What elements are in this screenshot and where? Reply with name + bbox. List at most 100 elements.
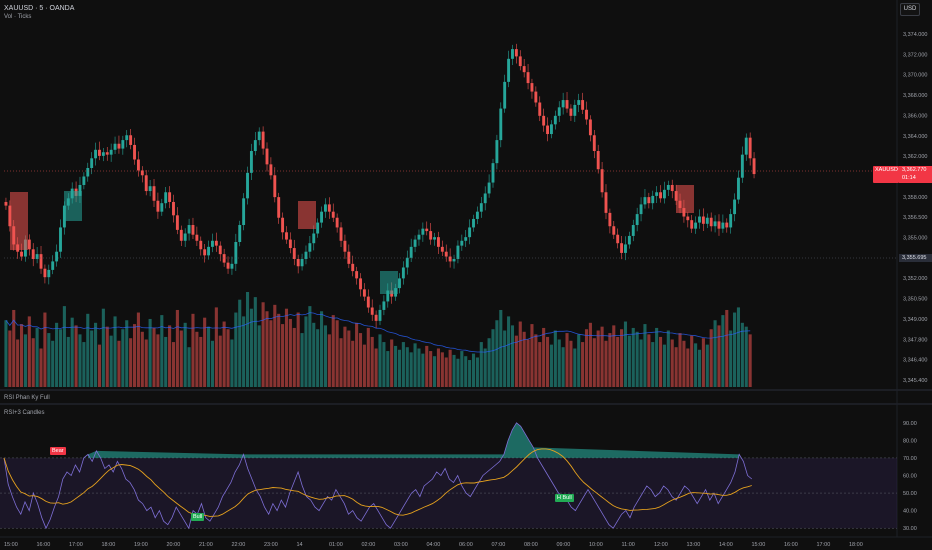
candle-body (569, 108, 573, 116)
candle-body (86, 168, 90, 177)
candle-body (698, 216, 701, 223)
volume-bar (635, 331, 639, 387)
volume-bar (238, 299, 242, 387)
volume-bar (230, 339, 234, 387)
rsi-tick-label: 60.00 (903, 474, 917, 480)
candle-body (561, 100, 565, 108)
time-tick-label: 21:00 (199, 542, 213, 548)
candle-body (35, 254, 39, 259)
rsi-tick-label: 70.00 (903, 456, 917, 462)
volume-bar (639, 339, 643, 387)
volume-bar (565, 333, 569, 387)
candle-body (238, 225, 242, 242)
volume-bar (581, 342, 585, 387)
volume-bar (483, 348, 487, 387)
candle-body (90, 158, 94, 168)
candle-body (518, 56, 522, 67)
volume-bar (191, 313, 195, 387)
volume-bar (507, 316, 511, 387)
volume-bar (573, 348, 577, 387)
volume-bar (16, 339, 20, 387)
candle-body (277, 197, 281, 218)
volume-bar (440, 352, 444, 387)
candle-body (643, 197, 647, 205)
candle-body (436, 237, 440, 247)
hidden-bull-tag: H Bull (555, 494, 574, 502)
volume-bar (647, 334, 651, 387)
candle-body (546, 125, 549, 135)
time-tick-label: 18:00 (849, 542, 863, 548)
candle-body (20, 251, 23, 257)
price-tick-label: 3,362.000 (903, 154, 927, 160)
volume-bar (121, 329, 125, 387)
volume-bar (281, 324, 285, 387)
candle-body (429, 231, 433, 240)
candle-body (246, 172, 249, 199)
candle-body (191, 225, 195, 235)
time-tick-label: 09:00 (557, 542, 571, 548)
candle-body (242, 198, 246, 226)
candle-body (659, 192, 662, 199)
volume-bar (66, 336, 70, 387)
time-tick-label: 20:00 (167, 542, 181, 548)
candle-body (156, 200, 160, 212)
candle-body (183, 233, 187, 241)
currency-button[interactable]: USD (900, 3, 920, 16)
volume-bar (510, 325, 515, 387)
volume-bar (433, 356, 437, 387)
candle-body (359, 278, 362, 290)
signal-box (298, 201, 316, 229)
volume-bar (487, 338, 491, 387)
volume-bar (456, 358, 460, 387)
rsi-line (3, 422, 753, 530)
candle-body (148, 186, 152, 192)
candle-body (98, 149, 101, 156)
volume-bar (561, 347, 565, 387)
volume-legend[interactable]: Vol · Ticks (4, 14, 32, 20)
volume-bar (109, 335, 113, 387)
price-tick-label: 3,356.500 (903, 215, 927, 221)
rsi-indicator-label[interactable]: RSI Phan Ky Full (4, 395, 50, 401)
volume-bar (129, 338, 133, 387)
time-tick-label: 14 (297, 542, 303, 548)
candle-body (265, 148, 269, 165)
volume-bar (187, 347, 191, 387)
volume-bar (596, 330, 600, 387)
candle-body (55, 251, 59, 262)
candle-body (152, 186, 156, 201)
candle-body (203, 249, 207, 256)
candle-body (94, 149, 98, 159)
time-tick-label: 16:00 (784, 542, 798, 548)
candle-body (616, 234, 620, 244)
time-tick-label: 06:00 (459, 542, 473, 548)
candle-body (511, 49, 514, 59)
volume-bar (343, 326, 347, 387)
volume-bar (655, 327, 659, 387)
volume-bar (316, 329, 320, 387)
candle-body (378, 309, 382, 321)
candle-body (8, 205, 12, 227)
symbol-legend[interactable]: XAUUSD · 5 · OANDA (4, 5, 75, 12)
candle-body (713, 221, 717, 227)
candle-body (288, 239, 292, 249)
time-tick-label: 17:00 (817, 542, 831, 548)
bull-tag: Bull (191, 513, 205, 521)
volume-bar (499, 309, 503, 387)
candle-body (27, 239, 31, 250)
volume-bar (292, 327, 296, 387)
rsi-sublabel[interactable]: RSI+3 Candles (4, 410, 45, 416)
rsi-tick-label: 40.00 (903, 509, 917, 515)
volume-bar (105, 326, 109, 387)
price-tick-label: 3,372.000 (903, 52, 927, 58)
rsi-tick-label: 80.00 (903, 438, 917, 444)
volume-bar (584, 329, 589, 387)
volume-bar (312, 322, 316, 387)
volume-bar (261, 302, 265, 387)
volume-bar (74, 325, 78, 387)
candle-body (47, 269, 51, 278)
volume-bar (214, 307, 218, 387)
volume-bar (421, 353, 425, 387)
candle-body (752, 158, 756, 175)
